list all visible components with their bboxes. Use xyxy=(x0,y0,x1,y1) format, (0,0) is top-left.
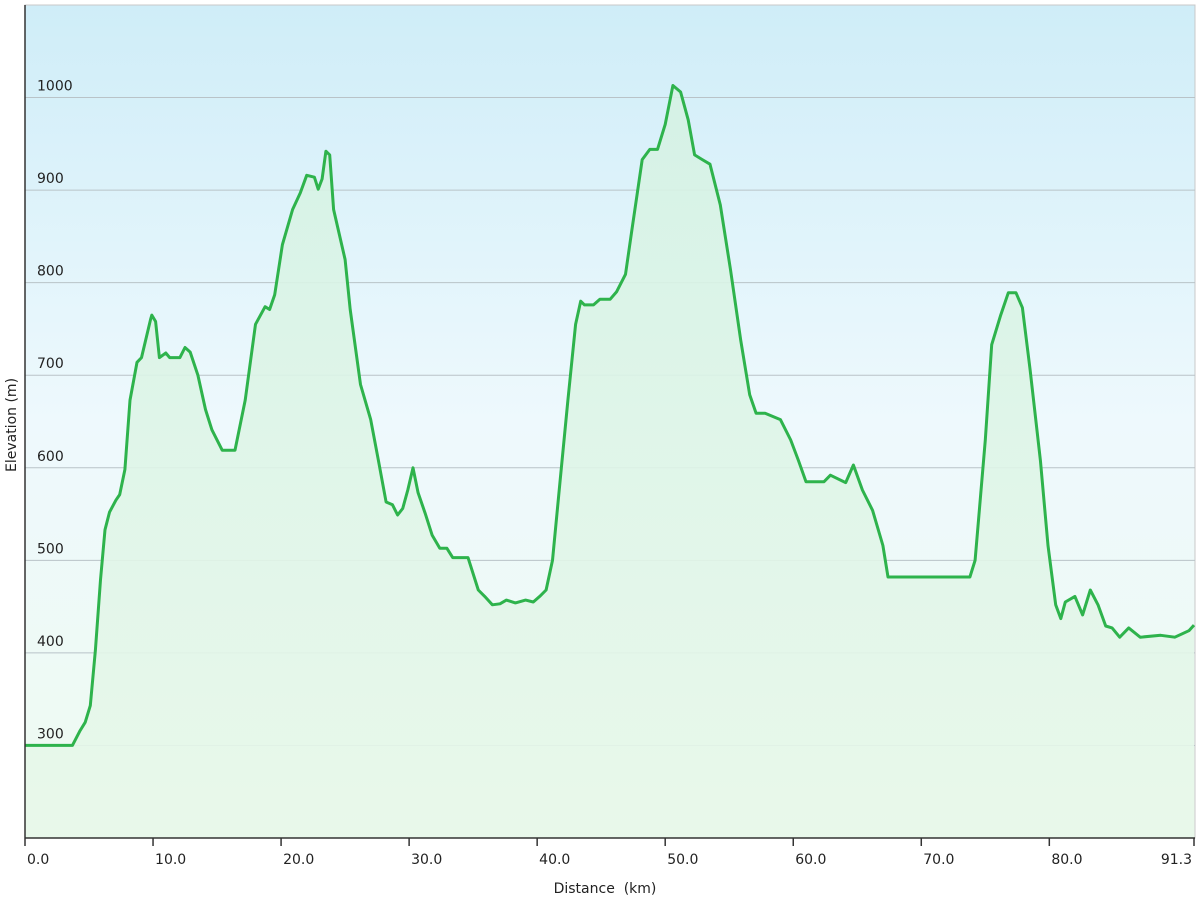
y-tick-label: 900 xyxy=(37,171,64,187)
x-tick-label: 70.0 xyxy=(923,852,954,868)
y-tick-label: 1000 xyxy=(37,79,73,95)
x-tick-label: 0.0 xyxy=(27,852,49,868)
x-tick-label: 20.0 xyxy=(283,852,314,868)
x-axis-title: Distance (km) xyxy=(554,881,657,897)
x-tick-label: 50.0 xyxy=(667,852,698,868)
x-tick-label: 80.0 xyxy=(1051,852,1082,868)
y-tick-label: 500 xyxy=(37,541,64,557)
series xyxy=(25,84,1196,838)
y-tick-label: 600 xyxy=(37,449,64,465)
y-tick-label: 400 xyxy=(37,634,64,650)
y-axis-title: Elevation (m) xyxy=(4,378,20,472)
x-tick-label: 91.3 xyxy=(1161,852,1192,868)
y-tick-label: 700 xyxy=(37,356,64,372)
labels: 300 400 500 600 700 800 900 1000 0.0 10.0 20.0 30.0… xyxy=(27,79,1192,868)
axes xyxy=(24,5,1195,846)
x-tick-label: 60.0 xyxy=(795,852,826,868)
y-tick-label: 300 xyxy=(37,726,64,742)
elevation-line xyxy=(25,84,1196,747)
x-tick-label: 40.0 xyxy=(539,852,570,868)
x-tick-label: 10.0 xyxy=(155,852,186,868)
elevation-area xyxy=(25,85,1194,838)
y-tick-label: 800 xyxy=(37,264,64,280)
x-tick-label: 30.0 xyxy=(411,852,442,868)
